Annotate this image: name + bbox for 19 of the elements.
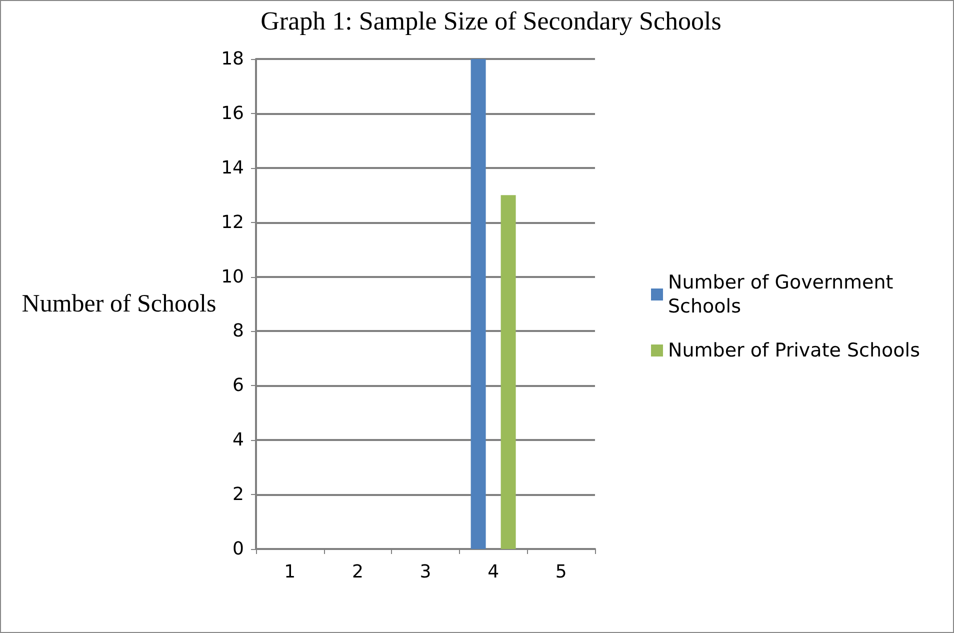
x-tick-label: 4 [488,562,500,582]
y-tick-label: 12 [221,212,244,233]
y-axis-title: Number of Schools [22,290,216,318]
x-tick-label: 2 [352,562,364,582]
y-tick-label: 18 [221,48,244,70]
y-tick-label: 4 [232,430,244,451]
y-tick-label: 8 [232,320,244,342]
legend-label: Number of Private Schools [668,340,920,362]
y-tick-label: 10 [221,266,244,288]
chart-title: Graph 1: Sample Size of Secondary Schools [260,6,722,36]
y-tick-label: 6 [232,375,244,396]
y-tick-label: 16 [221,102,244,124]
y-tick-label: 14 [221,157,244,178]
y-tick-label: 2 [232,484,244,506]
x-tick-label: 5 [555,562,567,582]
legend-label: Number of Government Schools [668,272,900,318]
x-tick-label: 3 [420,562,432,582]
y-tick-label: 0 [232,538,244,560]
x-tick-label: 1 [284,562,296,582]
